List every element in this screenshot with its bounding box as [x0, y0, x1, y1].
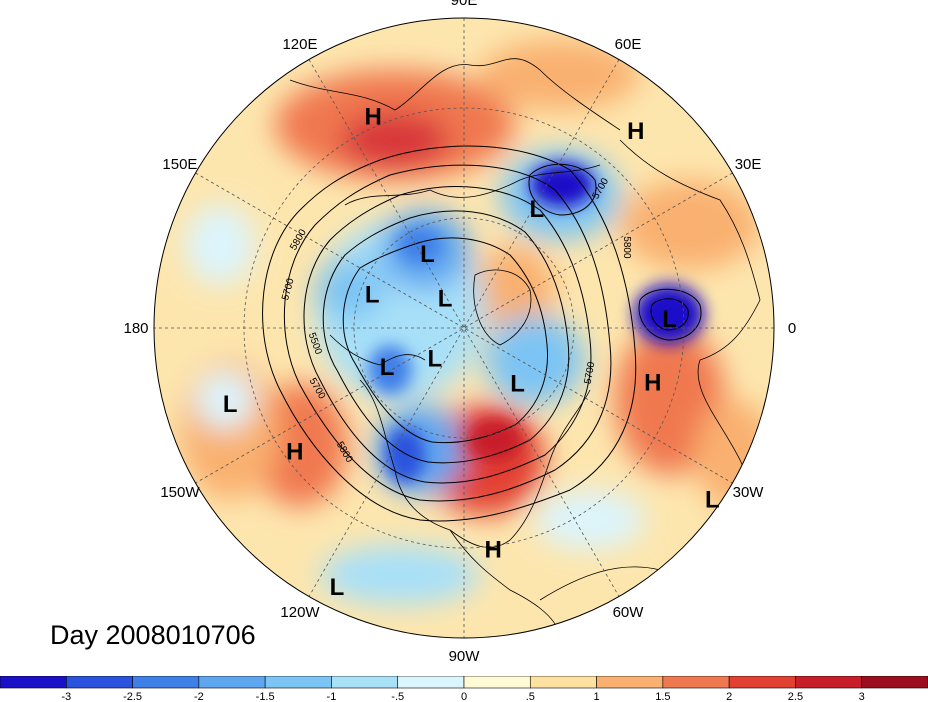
coastline-asia	[289, 58, 621, 131]
longitude-label: 150W	[160, 484, 200, 501]
meridian-line	[195, 172, 733, 484]
meridian-line	[308, 59, 620, 597]
contour-3	[303, 186, 592, 484]
colorbar-tick-label: -1.5	[256, 691, 275, 702]
coastline-north-america	[359, 379, 591, 548]
warm-anomaly-siberia-core	[340, 112, 450, 168]
low-center-atlantic-south: L	[705, 487, 720, 514]
anomaly-field	[154, 18, 774, 638]
longitude-label: 60E	[615, 36, 642, 53]
warm-anomaly-usa-core	[467, 418, 523, 462]
high-center-scandinavia: H	[627, 118, 644, 145]
colorbar-swatch	[331, 676, 399, 689]
cold-anomaly-alaska-core	[368, 345, 412, 395]
longitude-label: 150E	[162, 156, 197, 173]
contour-label-5800-east: 5800	[621, 236, 632, 259]
warm-anomaly-greenland	[475, 245, 555, 335]
colorbar-tick-label: 2	[726, 691, 732, 702]
colorbar-swatch	[264, 676, 332, 689]
longitude-label: 60W	[613, 604, 645, 621]
colorbar-tick-label: -1	[327, 691, 337, 702]
colorbar-swatch	[529, 676, 597, 689]
meridians	[154, 18, 774, 638]
contour-outer	[262, 145, 637, 522]
low-center-pacific-south: L	[330, 574, 345, 601]
coastline-siberia	[344, 164, 601, 206]
colorbar-swatch	[463, 676, 531, 689]
low-center-mediterranean: L	[662, 306, 677, 333]
longitude-label: 120W	[280, 604, 320, 621]
cold-anomaly-pacific-south	[320, 545, 480, 605]
colorbar-swatch	[65, 676, 133, 689]
cold-anomaly-eastsiberia-core	[398, 227, 442, 263]
colorbar-tick-label: 0	[461, 691, 467, 702]
cold-anomaly-atlantic	[535, 490, 645, 550]
low-center-pacific-west: L	[223, 391, 238, 418]
colorbar-tick-label: -.5	[391, 691, 404, 702]
colorbar-swatch	[397, 676, 465, 689]
coastline-greenland	[473, 269, 532, 346]
colorbar-tick-label: 1.5	[655, 691, 670, 702]
contour-4	[322, 210, 570, 464]
meridian-line	[308, 59, 620, 597]
cold-anomaly-pacific-west	[195, 370, 255, 430]
low-center-arctic: L	[438, 286, 453, 313]
high-center-pacific: H	[286, 438, 303, 465]
colorbar-tick-label: .5	[526, 691, 535, 702]
colorbar-swatch	[596, 676, 664, 689]
colorbar-tick-label: -3	[61, 691, 71, 702]
colorbar-swatch	[198, 676, 266, 689]
longitude-label: 0	[788, 320, 796, 337]
high-center-gulf: H	[484, 536, 501, 563]
colorbar-tick-label: 3	[859, 691, 865, 702]
high-center-siberia: H	[364, 103, 381, 130]
meridian-line	[195, 172, 733, 484]
longitude-label: 30E	[735, 156, 762, 173]
colorbar-tick-label: 1	[594, 691, 600, 702]
warm-anomaly-europe	[620, 180, 760, 270]
contour-low-mediterranean-inner	[650, 298, 689, 331]
colorbar: -3 -2.5 -2 -1.5 -1 -.5 0 .5 1 1.5 2 2.5 3	[0, 676, 928, 702]
colorbar-tick-label: 2.5	[788, 691, 803, 702]
coastline-central-america	[449, 529, 561, 636]
cold-anomaly-pacific-northwest	[185, 205, 255, 285]
day-title: Day 2008010706	[50, 620, 256, 650]
map-outline	[153, 17, 775, 639]
longitude-label: 120E	[282, 36, 317, 53]
cold-anomaly-mediterranean	[634, 284, 704, 344]
colorbar-swatch	[728, 676, 796, 689]
longitude-label: 90E	[451, 0, 478, 9]
contour-5	[342, 237, 549, 444]
low-center-eastsiberia: L	[420, 241, 435, 268]
contour-label-5700-east: 5700	[583, 361, 598, 385]
coastline-europe	[619, 139, 761, 361]
graticule	[154, 18, 774, 638]
colorbar-swatch	[0, 676, 67, 689]
colorbar-swatch	[861, 676, 928, 689]
high-center-nw-africa: H	[644, 370, 661, 397]
low-center-barents: L	[530, 196, 545, 223]
contour-2	[283, 164, 612, 502]
low-center-alaska: L	[380, 354, 395, 381]
coastline-alaska	[329, 334, 426, 366]
contour-low-mediterranean	[638, 288, 702, 341]
colorbar-swatch	[795, 676, 863, 689]
longitude-labels: 90E 60E 30E 0 30W 60W 90W 120W 150W 180 150E 120E	[123, 0, 796, 665]
longitude-label: 90W	[449, 648, 481, 665]
cold-anomaly-hudson	[485, 315, 585, 405]
longitude-label: 30W	[733, 484, 765, 501]
low-center-chukchi-west: L	[365, 282, 380, 309]
colorbar-swatch	[132, 676, 200, 689]
low-center-beaufort: L	[428, 345, 443, 372]
colorbar-tick-label: -2.5	[123, 691, 142, 702]
longitude-label: 180	[123, 320, 148, 337]
low-center-baffin: L	[510, 371, 525, 398]
colorbar-swatch	[662, 676, 730, 689]
height-contours	[262, 145, 702, 522]
colorbar-tick-label: -2	[194, 691, 204, 702]
